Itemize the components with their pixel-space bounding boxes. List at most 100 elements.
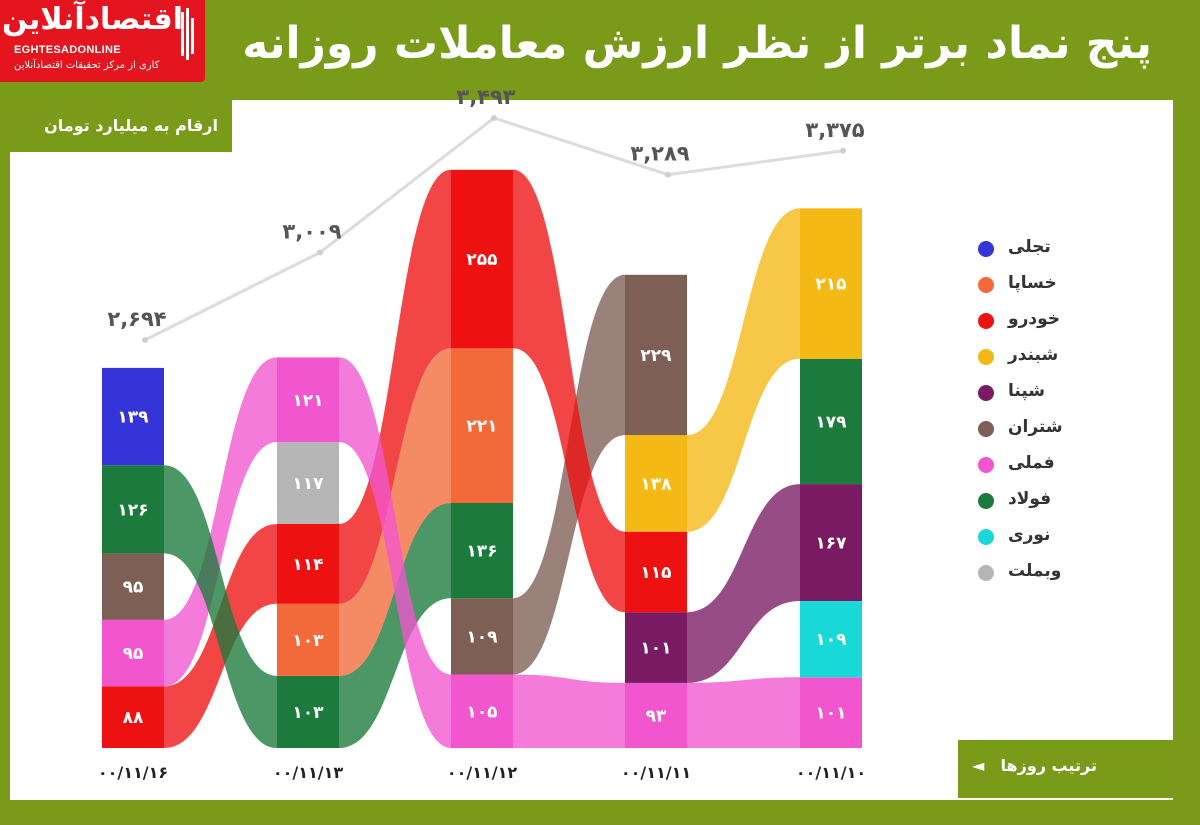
legend-label: تجلی (1008, 237, 1051, 257)
legend-label: خودرو (1008, 309, 1060, 329)
legend-swatch (978, 385, 994, 401)
bar-segment (451, 674, 513, 748)
unit-note-box: ارقام به میلیارد تومان (10, 100, 232, 152)
legend-item: تجلی (970, 235, 1120, 271)
total-value-label: ۳,۴۹۳ (456, 85, 515, 109)
total-point (840, 147, 846, 154)
bar-segment (102, 686, 164, 748)
legend-swatch (978, 349, 994, 365)
bar-segment (451, 598, 513, 675)
segment-value-label: ۱۳۶ (466, 542, 497, 562)
date-label: ۰۰/۱۱/۱۶ (98, 763, 168, 782)
flow-ribbon (339, 348, 451, 676)
legend-item: نوری (970, 523, 1120, 559)
total-value-label: ۲,۶۹۴ (107, 307, 166, 331)
bar-segment (800, 601, 862, 678)
total-point (142, 337, 148, 343)
flow-ribbon (164, 357, 277, 687)
logo: اقتصادآنلاین EGHTESADONLINE کاری از مرکز… (0, 0, 205, 82)
segment-value-label: ۱۳۹ (117, 408, 149, 428)
bar-segment (625, 531, 687, 613)
bar-segment (277, 442, 339, 524)
date-label: ۰۰/۱۱/۱۱ (621, 763, 691, 782)
segment-value-label: ۱۰۵ (466, 702, 497, 722)
legend-label: فملی (1008, 453, 1055, 473)
flow-ribbon (687, 677, 800, 748)
order-note: ترتیب روزها (1000, 756, 1097, 775)
bar-segment (451, 503, 513, 599)
bar-segment (277, 603, 339, 676)
segment-value-label: ۲۲۱ (466, 417, 497, 437)
legend-label: شپنا (1008, 381, 1045, 401)
legend-swatch (978, 313, 994, 329)
bar-segment (800, 484, 862, 601)
flow-ribbon (164, 465, 277, 748)
bar-segment (625, 435, 687, 532)
legend-swatch (978, 565, 994, 581)
segment-value-label: ۱۳۸ (640, 474, 672, 494)
segment-value-label: ۹۳ (646, 706, 667, 726)
legend-swatch (978, 529, 994, 545)
legend-label: نوری (1008, 525, 1051, 545)
segment-value-label: ۱۶۷ (815, 534, 847, 554)
bar-segment (451, 169, 513, 349)
segment-value-label: ۱۰۳ (292, 703, 324, 723)
segment-value-label: ۱۲۶ (117, 500, 148, 520)
logo-name-fa: اقتصادآنلاین (2, 2, 183, 37)
legend-swatch (978, 421, 994, 437)
segment-value-label: ۸۸ (123, 708, 144, 728)
segment-value-label: ۱۱۴ (292, 555, 323, 575)
legend-swatch (978, 457, 994, 473)
legend-item: خودرو (970, 307, 1120, 343)
bar-segment (102, 367, 164, 466)
date-label: ۰۰/۱۱/۱۳ (273, 763, 344, 782)
legend-item: وبملت (970, 559, 1120, 595)
segment-value-label: ۲۵۵ (466, 250, 497, 270)
bar-segment (102, 553, 164, 620)
flow-ribbon (339, 503, 451, 748)
total-value-label: ۳,۳۷۵ (805, 118, 864, 142)
segment-value-label: ۲۲۹ (640, 346, 672, 366)
bar-segment (800, 208, 862, 359)
bar-segment (625, 682, 687, 748)
total-value-label: ۳,۰۰۹ (282, 219, 341, 243)
legend-item: خساپا (970, 271, 1120, 307)
segment-value-label: ۲۱۵ (815, 275, 846, 295)
flow-ribbon (339, 169, 451, 604)
legend-item: فملی (970, 451, 1120, 487)
order-note-box: ◄ ترتیب روزها (958, 740, 1173, 798)
legend-swatch (978, 241, 994, 257)
bar-segment (102, 465, 164, 554)
bar-segment (277, 675, 339, 748)
flow-ribbon (687, 208, 800, 532)
segment-value-label: ۱۱۷ (292, 474, 324, 494)
bar-segment (800, 677, 862, 748)
bar-segment (102, 619, 164, 687)
unit-note: ارقام به میلیارد تومان (44, 116, 218, 135)
legend-item: شپنا (970, 379, 1120, 415)
segment-value-label: ۱۷۹ (815, 412, 847, 432)
legend-label: خساپا (1008, 273, 1057, 293)
logo-name-en: EGHTESADONLINE (14, 44, 121, 56)
segment-value-label: ۱۰۹ (815, 630, 847, 650)
segment-value-label: ۱۰۳ (292, 631, 324, 651)
flow-ribbons (164, 169, 800, 748)
segment-value-label: ۱۱۵ (640, 563, 671, 583)
flow-ribbon (687, 484, 800, 683)
legend-item: شبندر (970, 343, 1120, 379)
bar-segment (277, 357, 339, 443)
legend-label: شبندر (1008, 345, 1059, 365)
flow-ribbon (513, 674, 625, 748)
legend-swatch (978, 493, 994, 509)
segment-value-label: ۹۵ (123, 644, 144, 664)
logo-bars-icon (181, 8, 194, 60)
segment-value-label: ۱۰۱ (640, 639, 671, 659)
segment-value-label: ۱۰۹ (466, 627, 498, 647)
segment-value-label: ۹۵ (123, 578, 144, 598)
total-point (665, 171, 671, 178)
arrow-left-icon: ◄ (972, 756, 985, 775)
bar-segment (451, 348, 513, 503)
page-title: پنج نماد برتر از نظر ارزش معاملات روزانه (242, 18, 1152, 69)
total-value-label: ۳,۲۸۹ (630, 142, 689, 166)
